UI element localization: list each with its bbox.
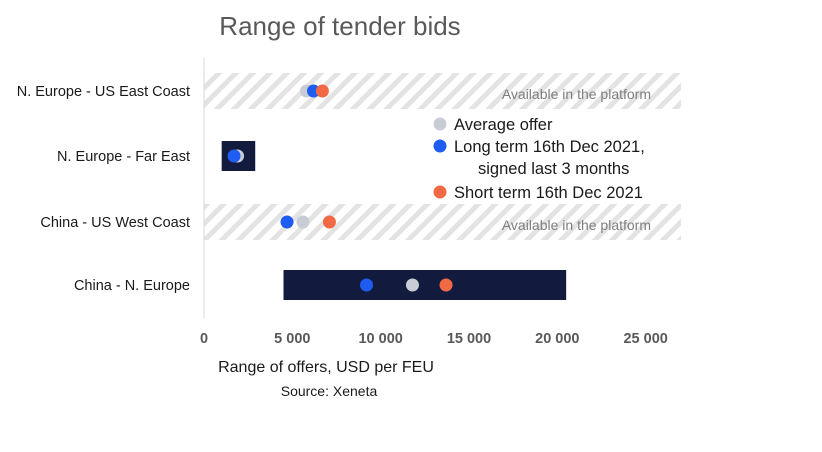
data-point [227,149,241,163]
row-bands: Available in the platform Available in th… [204,73,681,300]
data-point [322,215,336,229]
x-tick-label: 0 [200,331,208,347]
legend-label: Long term 16th Dec 2021, [454,138,645,156]
data-points [227,84,453,292]
data-point [280,215,294,229]
legend-label: Short term 16th Dec 2021 [454,184,643,202]
legend-label: Average offer [454,116,553,134]
category-label: China - US West Coast [40,215,190,231]
availability-note: Available in the platform [502,217,651,233]
availability-note: Available in the platform [502,86,651,102]
category-label: N. Europe - US East Coast [17,84,190,100]
x-tick-label: 5 000 [274,331,310,347]
data-point [315,84,329,98]
x-axis-label: Range of offers, USD per FEU [218,359,434,376]
hatched-band [204,73,681,109]
source-note: Source: Xeneta [281,383,378,399]
category-label: N. Europe - Far East [57,149,190,165]
x-tick-label: 25 000 [623,331,667,347]
x-tick-label: 10 000 [358,331,402,347]
legend: Average offer Long term 16th Dec 2021, sig… [433,116,645,202]
x-axis-ticks: 0 5 000 10 000 15 000 20 000 25 000 [200,331,668,347]
chart-title: Range of tender bids [219,11,460,41]
data-point [439,278,453,292]
legend-label: signed last 3 months [478,160,629,178]
data-point [296,215,310,229]
category-label: China - N. Europe [74,278,190,294]
x-tick-label: 20 000 [535,331,579,347]
data-point [405,278,419,292]
legend-marker [433,117,447,131]
legend-marker [433,185,447,199]
category-labels: N. Europe - US East Coast N. Europe - Far… [17,84,190,294]
x-tick-label: 15 000 [447,331,491,347]
data-point [360,278,374,292]
legend-marker [433,139,447,153]
range-bar [283,270,567,300]
